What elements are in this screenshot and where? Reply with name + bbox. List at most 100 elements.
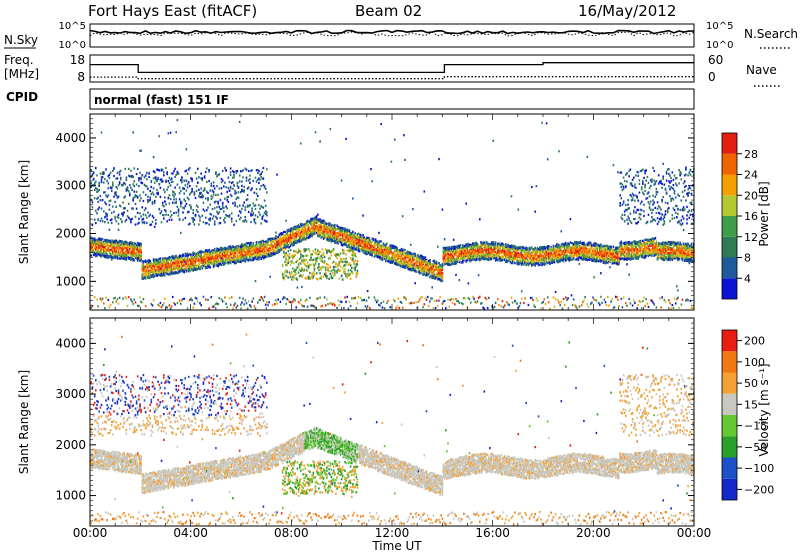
- scatter-cell: [214, 187, 216, 189]
- scatter-cell: [265, 188, 267, 190]
- scatter-cell: [135, 301, 137, 303]
- scatter-cell: [263, 300, 265, 302]
- scatter-cell: [205, 197, 207, 199]
- scatter-cell: [187, 183, 189, 185]
- scatter-cell: [298, 266, 300, 268]
- scatter-cell: [204, 210, 206, 212]
- scatter-cell: [242, 176, 244, 178]
- scatter-cell: [266, 191, 268, 193]
- scatter-cell: [258, 182, 260, 184]
- scatter-cell: [368, 297, 370, 299]
- scatter-cell: [140, 249, 142, 251]
- scatter-cell: [290, 274, 292, 276]
- scatter-cell: [98, 183, 100, 185]
- scatter-cell: [257, 172, 259, 174]
- scatter-cell: [315, 248, 317, 250]
- scatter-cell: [199, 268, 201, 270]
- scatter-cell: [156, 189, 158, 191]
- scatter-cell: [182, 219, 184, 221]
- scatter-cell: [91, 182, 93, 184]
- scatter-cell: [161, 178, 163, 180]
- scatter-cell: [108, 194, 110, 196]
- scatter-cell: [94, 197, 96, 199]
- scatter-cell: [350, 278, 352, 280]
- scatter-cell: [236, 192, 238, 194]
- scatter-cell: [160, 187, 162, 189]
- scatter-cell: [198, 176, 200, 178]
- scatter-cell: [128, 203, 130, 205]
- scatter-cell: [105, 252, 107, 254]
- scatter-cell: [221, 298, 223, 300]
- scatter-cell: [138, 252, 140, 254]
- scatter-cell: [213, 215, 215, 217]
- scatter-cell: [106, 213, 108, 215]
- scatter-cell: [128, 190, 130, 192]
- scatter-cell: [357, 270, 359, 272]
- scatter-cell: [198, 263, 200, 265]
- scatter-cell: [258, 170, 260, 172]
- scatter-cell: [209, 266, 211, 268]
- beam-label: Beam 02: [355, 2, 422, 20]
- scatter-cell: [229, 297, 231, 299]
- nave-label: Nave: [746, 63, 777, 77]
- scatter-cell: [177, 184, 179, 186]
- scatter-cell: [213, 194, 215, 196]
- scatter-cell: [243, 191, 245, 193]
- scatter-cell: [301, 286, 303, 288]
- scatter-cell: [344, 273, 346, 275]
- scatter-cell: [264, 296, 266, 298]
- scatter-cell: [171, 214, 173, 216]
- scatter-cell: [309, 272, 311, 274]
- scatter-cell: [333, 261, 335, 263]
- scatter-cell: [343, 258, 345, 260]
- scatter-cell: [206, 209, 208, 211]
- noise-tick-high-right: 10^5: [706, 21, 733, 32]
- scatter-cell: [119, 297, 121, 299]
- scatter-cell: [202, 267, 204, 269]
- scatter-cell: [230, 174, 232, 176]
- scatter-cell: [118, 217, 120, 219]
- scatter-cell: [297, 279, 299, 281]
- scatter-cell: [138, 305, 140, 307]
- scatter-cell: [180, 205, 182, 207]
- scatter-cell: [354, 260, 356, 262]
- scatter-cell: [174, 168, 176, 170]
- scatter-cell: [95, 167, 97, 169]
- scatter-cell: [326, 298, 328, 300]
- scatter-cell: [237, 182, 239, 184]
- scatter-cell: [205, 171, 207, 173]
- scatter-cell: [254, 192, 256, 194]
- scatter-cell: [185, 184, 187, 186]
- scatter-cell: [101, 179, 103, 181]
- scatter-cell: [154, 202, 156, 204]
- scatter-cell: [195, 197, 197, 199]
- scatter-cell: [256, 242, 258, 244]
- scatter-cell: [354, 232, 356, 234]
- scatter-cell: [119, 182, 121, 184]
- scatter-cell: [215, 194, 217, 196]
- scatter-cell: [242, 169, 244, 171]
- scatter-cell: [323, 252, 325, 254]
- scatter-cell: [132, 303, 134, 305]
- scatter-cell: [149, 214, 151, 216]
- scatter-cell: [213, 191, 215, 193]
- scatter-cell: [350, 264, 352, 266]
- scatter-cell: [126, 298, 128, 300]
- scatter-cell: [164, 196, 166, 198]
- scatter-cell: [162, 180, 164, 182]
- scatter-cell: [314, 274, 316, 276]
- scatter-cell: [93, 171, 95, 173]
- scatter-cell: [134, 167, 136, 169]
- scatter-cell: [152, 221, 154, 223]
- scatter-cell: [288, 244, 290, 246]
- scatter-cell: [164, 200, 166, 202]
- scatter-cell: [342, 279, 344, 281]
- scatter-cell: [178, 209, 180, 211]
- scatter-cell: [183, 180, 185, 182]
- scatter-cell: [319, 251, 321, 253]
- scatter-cell: [137, 168, 139, 170]
- scatter-cell: [169, 219, 171, 221]
- scatter-cell: [195, 214, 197, 216]
- scatter-cell: [115, 301, 117, 303]
- scatter-cell: [226, 199, 228, 201]
